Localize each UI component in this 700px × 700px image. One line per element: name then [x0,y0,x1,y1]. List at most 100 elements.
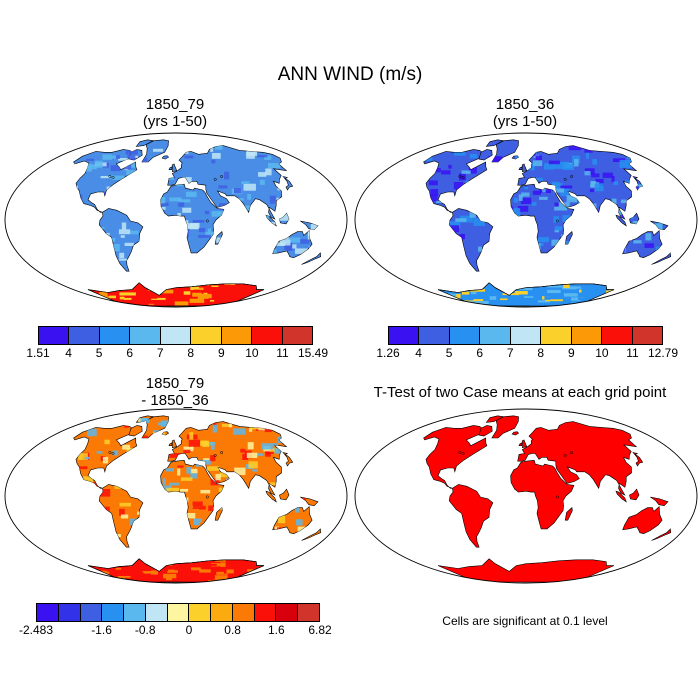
colorbar-tick-label: 9 [567,346,575,360]
land-eurasia [517,421,638,496]
land-ireland [168,166,173,170]
colorbar-tick-label: -1.6 [91,623,112,637]
colorbar-swatch [389,327,420,344]
colorbar-swatch [80,604,103,621]
ocean-background [5,133,347,307]
colorbar-tick-label: 11 [276,346,289,360]
map-boundary [354,132,698,308]
colorbar-swatch [69,327,100,344]
land-newZealand [301,528,322,541]
colorbar-tick-label: -0.8 [134,623,156,637]
colorbar-tick-label: 15.49 [297,346,329,360]
land-australia [622,505,663,535]
panel-3-title-line2: - 1850_36 [141,392,209,409]
colorbar-1850-36 [388,326,663,345]
land-baffin [478,149,493,161]
land-africa [510,459,575,530]
land-japan [632,452,644,467]
colorbar-swatch [571,327,603,344]
colorbar-tick-label: 6.82 [308,623,332,637]
colorbar-swatch [99,327,131,344]
panel-4-title-line1: T-Test of two Case means at each grid po… [373,384,667,401]
colorbar-difference [36,603,320,622]
colorbar-swatch [602,327,633,344]
land-sumatra [615,214,627,227]
colorbar-tick-label: 1.26 [376,346,400,360]
colorbar-swatch [632,327,662,344]
panel-4-title: T-Test of two Case means at each grid po… [350,384,690,401]
land-antarctica [437,558,615,583]
colorbar-swatch [211,604,233,621]
colorbar-swatch [510,327,542,344]
colorbar-swatch [124,604,146,621]
colorbar-tick-label: 7 [156,346,164,360]
colorbar-tick-label: 0.8 [224,623,241,637]
panel-1-title: 1850_79 (yrs 1-50) [60,96,290,130]
colorbar-swatch [232,604,255,621]
colorbar-tick-label: 4 [65,346,72,360]
land-ellesmere [485,415,505,423]
colorbar-swatch [37,604,59,621]
colorbar-tick-label: 12.79 [647,346,679,360]
map-panel-1850-79 [4,132,348,308]
ocean-background [355,133,697,307]
land-ireland [518,442,523,446]
panel-3-title-line1: 1850_79 [145,375,205,392]
colorbar-swatch [298,604,319,621]
land-borneo [279,488,290,501]
colorbar-difference-labels: -2.483 -1.6 -0.8 0 0.8 1.6 6.82 [19,623,332,637]
colorbar-tick-label: 6 [126,346,133,360]
land-britain [171,439,178,449]
colorbar-swatch [254,604,277,621]
panel-2-title: 1850_36 (yrs 1-50) [410,96,640,130]
panel-1-title-line1: 1850_79 [145,96,205,113]
land-newZealand [651,528,672,541]
land-eurasia [167,145,288,220]
colorbar-tick-label: 9 [217,346,225,360]
colorbar-swatch [252,327,283,344]
colorbar-tick-label: 10 [245,346,259,360]
land-ireland [518,166,523,170]
panel-2-title-line2: (yrs 1-50) [492,113,558,130]
colorbar-tick-label: -2.483 [18,623,54,637]
land-sumatra [265,490,277,503]
land-baffin [128,425,143,437]
land-newZealand [301,252,322,265]
significance-note: Cells are significant at 0.1 level [442,614,608,628]
colorbar-tick-label: 7 [506,346,514,360]
colorbar-tick-label: 1.51 [26,346,50,360]
colorbar-tick-label: 0 [185,623,193,637]
land-northAmerica [423,425,488,489]
colorbar-tick-label: 1.6 [267,623,285,637]
colorbar-swatch [276,604,299,621]
colorbar-1850-79-labels: 1.51 4 5 6 7 8 9 10 11 15.49 [26,346,328,360]
colorbar-swatch [160,327,192,344]
land-madagascar [214,507,223,521]
colorbar-swatch [130,327,161,344]
colorbar-tick-label: 6 [476,346,483,360]
main-title: ANN WIND (m/s) [277,64,423,85]
map-boundary [4,132,348,308]
land-newGuinea [650,496,669,507]
map-panel-difference [4,408,348,584]
colorbar-swatch [449,327,481,344]
colorbar-swatch [191,327,222,344]
colorbar-swatch [58,604,81,621]
land-japan [282,452,294,467]
map-panel-1850-36 [354,132,698,308]
panel-1-title-line2: (yrs 1-50) [142,113,208,130]
ocean-background [355,409,697,583]
colorbar-tick-label: 5 [445,346,453,360]
land-africa [160,459,225,530]
land-borneo [629,488,640,501]
colorbar-swatch [189,604,212,621]
land-southAmerica [448,484,494,548]
colorbar-swatch [102,604,125,621]
colorbar-tick-label: 5 [95,346,103,360]
land-ellesmere [485,139,505,147]
land-newZealand [651,252,672,265]
map-boundary [4,408,348,584]
ocean-background [5,409,347,583]
panel-2-title-line1: 1850_36 [495,96,555,113]
colorbar-swatch [221,327,253,344]
